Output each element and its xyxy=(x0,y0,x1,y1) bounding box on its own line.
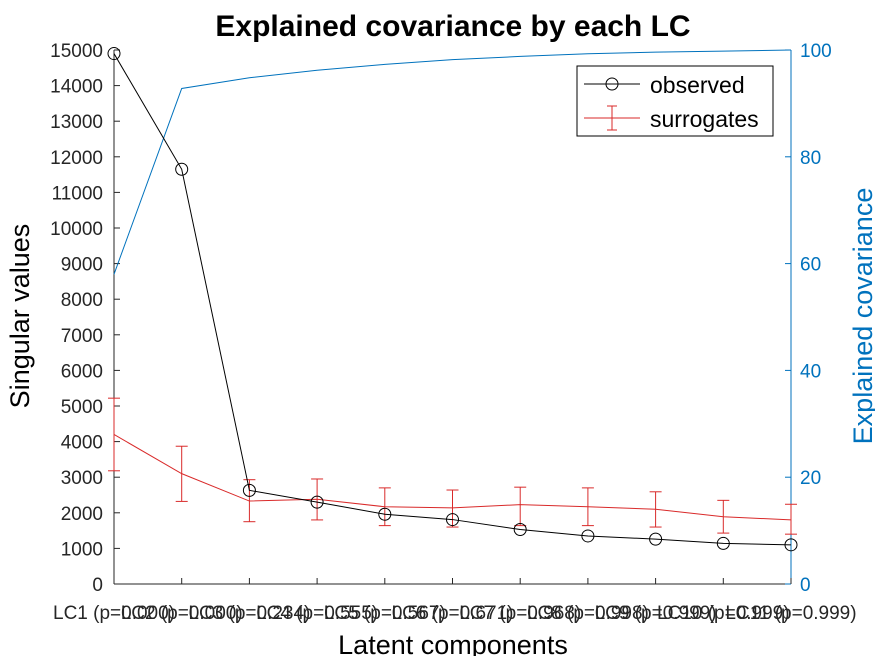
x-tick-label: LC5 (p=0.567) xyxy=(324,603,446,624)
observed-point xyxy=(649,532,663,546)
y-left-tick-label: 5000 xyxy=(61,397,103,418)
x-tick-label: LC8 (p=0.998) xyxy=(527,603,649,624)
y-right-tick-label: 0 xyxy=(800,575,811,596)
y-left-tick-label: 1000 xyxy=(61,539,103,560)
observed-line xyxy=(113,53,792,546)
observed-point xyxy=(175,162,189,176)
y-left-tick-label: 2000 xyxy=(61,504,103,525)
observed-point xyxy=(513,523,527,537)
x-tick-label: LC10 (p=0.999) xyxy=(657,603,790,624)
x-tick-label: LC6 (p=0.671) xyxy=(392,603,514,624)
x-tick-label: LC9 (p=0.999) xyxy=(595,603,717,624)
x-tick-label: LC11 (p=0.999) xyxy=(725,603,856,624)
y-right-tick-label: 80 xyxy=(800,148,821,169)
x-tick-label: LC3 (p=0.234) xyxy=(188,603,310,624)
y-left-tick-label: 3000 xyxy=(61,468,103,489)
plot-area: 0100020003000400050006000700080009000100… xyxy=(50,41,856,624)
legend-observed-label: observed xyxy=(650,72,745,98)
chart-title: Explained covariance by each LC xyxy=(215,10,690,43)
y-left-tick-label: 14000 xyxy=(50,77,103,98)
x-axis-label: Latent components xyxy=(338,630,568,656)
y-left-tick-label: 11000 xyxy=(52,183,103,204)
y-left-tick-label: 4000 xyxy=(61,433,103,454)
y-right-tick-label: 100 xyxy=(800,41,832,62)
x-tick-label: LC7 (p=0.968) xyxy=(459,603,581,624)
observed-point xyxy=(446,513,459,527)
explained-covariance-line xyxy=(113,49,792,275)
legend-box xyxy=(576,65,774,137)
y-left-tick-label: 9000 xyxy=(61,255,103,276)
observed-point xyxy=(107,47,121,61)
y-left-tick-label: 7000 xyxy=(61,326,103,347)
y-right-tick-label: 20 xyxy=(800,468,821,489)
y-left-tick-label: 0 xyxy=(92,575,103,596)
y-left-tick-label: 12000 xyxy=(50,148,103,169)
observed-point xyxy=(242,483,256,497)
legend-observed-marker xyxy=(605,77,619,91)
legend: observed surrogates xyxy=(576,65,774,137)
observed-point xyxy=(716,536,730,550)
observed-point xyxy=(310,495,324,509)
y-right-tick-label: 40 xyxy=(800,361,821,382)
y-left-tick-label: 10000 xyxy=(50,219,103,240)
observed-point xyxy=(784,538,798,552)
y-left-tick-label: 13000 xyxy=(50,112,103,133)
observed-point xyxy=(378,507,392,521)
y-left-tick-label: 15000 xyxy=(50,41,103,62)
y-left-tick-label: 6000 xyxy=(61,361,103,382)
x-tick-label: LC2 (p=0.000) xyxy=(121,603,243,624)
y-axis-left-label: Singular values xyxy=(5,224,35,409)
legend-surrogates-label: surrogates xyxy=(650,106,759,132)
y-right-tick-label: 60 xyxy=(800,255,821,276)
y-left-tick-label: 8000 xyxy=(61,290,103,311)
observed-point xyxy=(581,529,595,543)
y-axis-right-label: Explained covariance xyxy=(848,188,875,445)
x-tick-label: LC4 (p=0.555) xyxy=(256,603,378,624)
x-tick-label: LC1 (p=0.000) xyxy=(53,603,175,624)
